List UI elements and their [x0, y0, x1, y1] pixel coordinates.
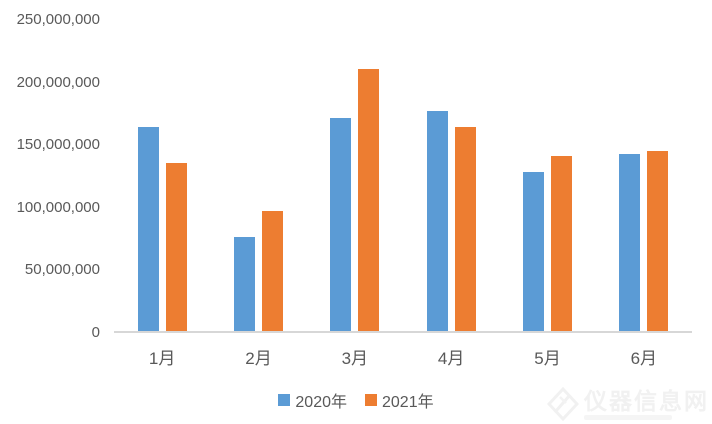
bar-series0-cat0: [137, 127, 159, 331]
legend-item-series1: 2021年: [365, 388, 434, 412]
bar-series0-cat1: [233, 237, 255, 331]
y-tick-label: 150,000,000: [16, 136, 100, 153]
watermark-text: 仪器信息网: [584, 387, 709, 414]
bar-group: [596, 20, 692, 331]
watermark-text-block: 仪器信息网: [584, 389, 709, 420]
y-tick-label: 100,000,000: [16, 199, 100, 216]
y-tick-label: 250,000,000: [16, 11, 100, 28]
bar-series1-cat1: [261, 211, 283, 331]
bar-series1-cat0: [165, 163, 187, 331]
bar-group: [210, 20, 306, 331]
bar-group: [499, 20, 595, 331]
bar-group: [403, 20, 499, 331]
bar-group: [114, 20, 210, 331]
bar-series0-cat3: [426, 111, 448, 331]
x-tick-label: 2月: [245, 349, 272, 368]
legend-item-series0: 2020年: [278, 388, 347, 412]
bar-series1-cat2: [358, 69, 380, 331]
watermark-subtext-bar: [584, 414, 672, 420]
x-tick-label: 4月: [437, 349, 465, 368]
x-tick-label: 5月: [534, 349, 561, 368]
x-tick-label: 1月: [148, 349, 176, 368]
bar-series1-cat5: [647, 151, 669, 331]
bar-series0-cat4: [522, 172, 544, 331]
x-tick-label: 6月: [630, 349, 658, 368]
bar-series0-cat2: [330, 118, 352, 331]
y-tick-label: 0: [91, 324, 100, 341]
watermark: 仪器信息网: [547, 387, 709, 421]
plot-area: [114, 20, 692, 333]
bar-group: [307, 20, 403, 331]
y-axis: 0 50,000,000 100,000,000 150,000,000 200,000…: [0, 0, 100, 360]
legend: 2020年 2021年: [0, 388, 712, 412]
bar-series1-cat4: [550, 156, 572, 331]
bar-series0-cat5: [619, 154, 641, 331]
bar-series1-cat3: [454, 127, 476, 331]
x-axis: 1月 2月 3月 4月 5月 6月: [114, 344, 692, 369]
x-tick-label: 3月: [341, 349, 369, 368]
legend-label: 2021年: [382, 394, 434, 411]
legend-swatch-icon: [365, 394, 377, 406]
legend-label: 2020年: [295, 394, 347, 411]
y-tick-label: 200,000,000: [16, 74, 100, 91]
y-tick-label: 50,000,000: [24, 261, 100, 278]
instrument-site-logo-icon: [547, 387, 579, 421]
legend-swatch-icon: [278, 394, 291, 406]
